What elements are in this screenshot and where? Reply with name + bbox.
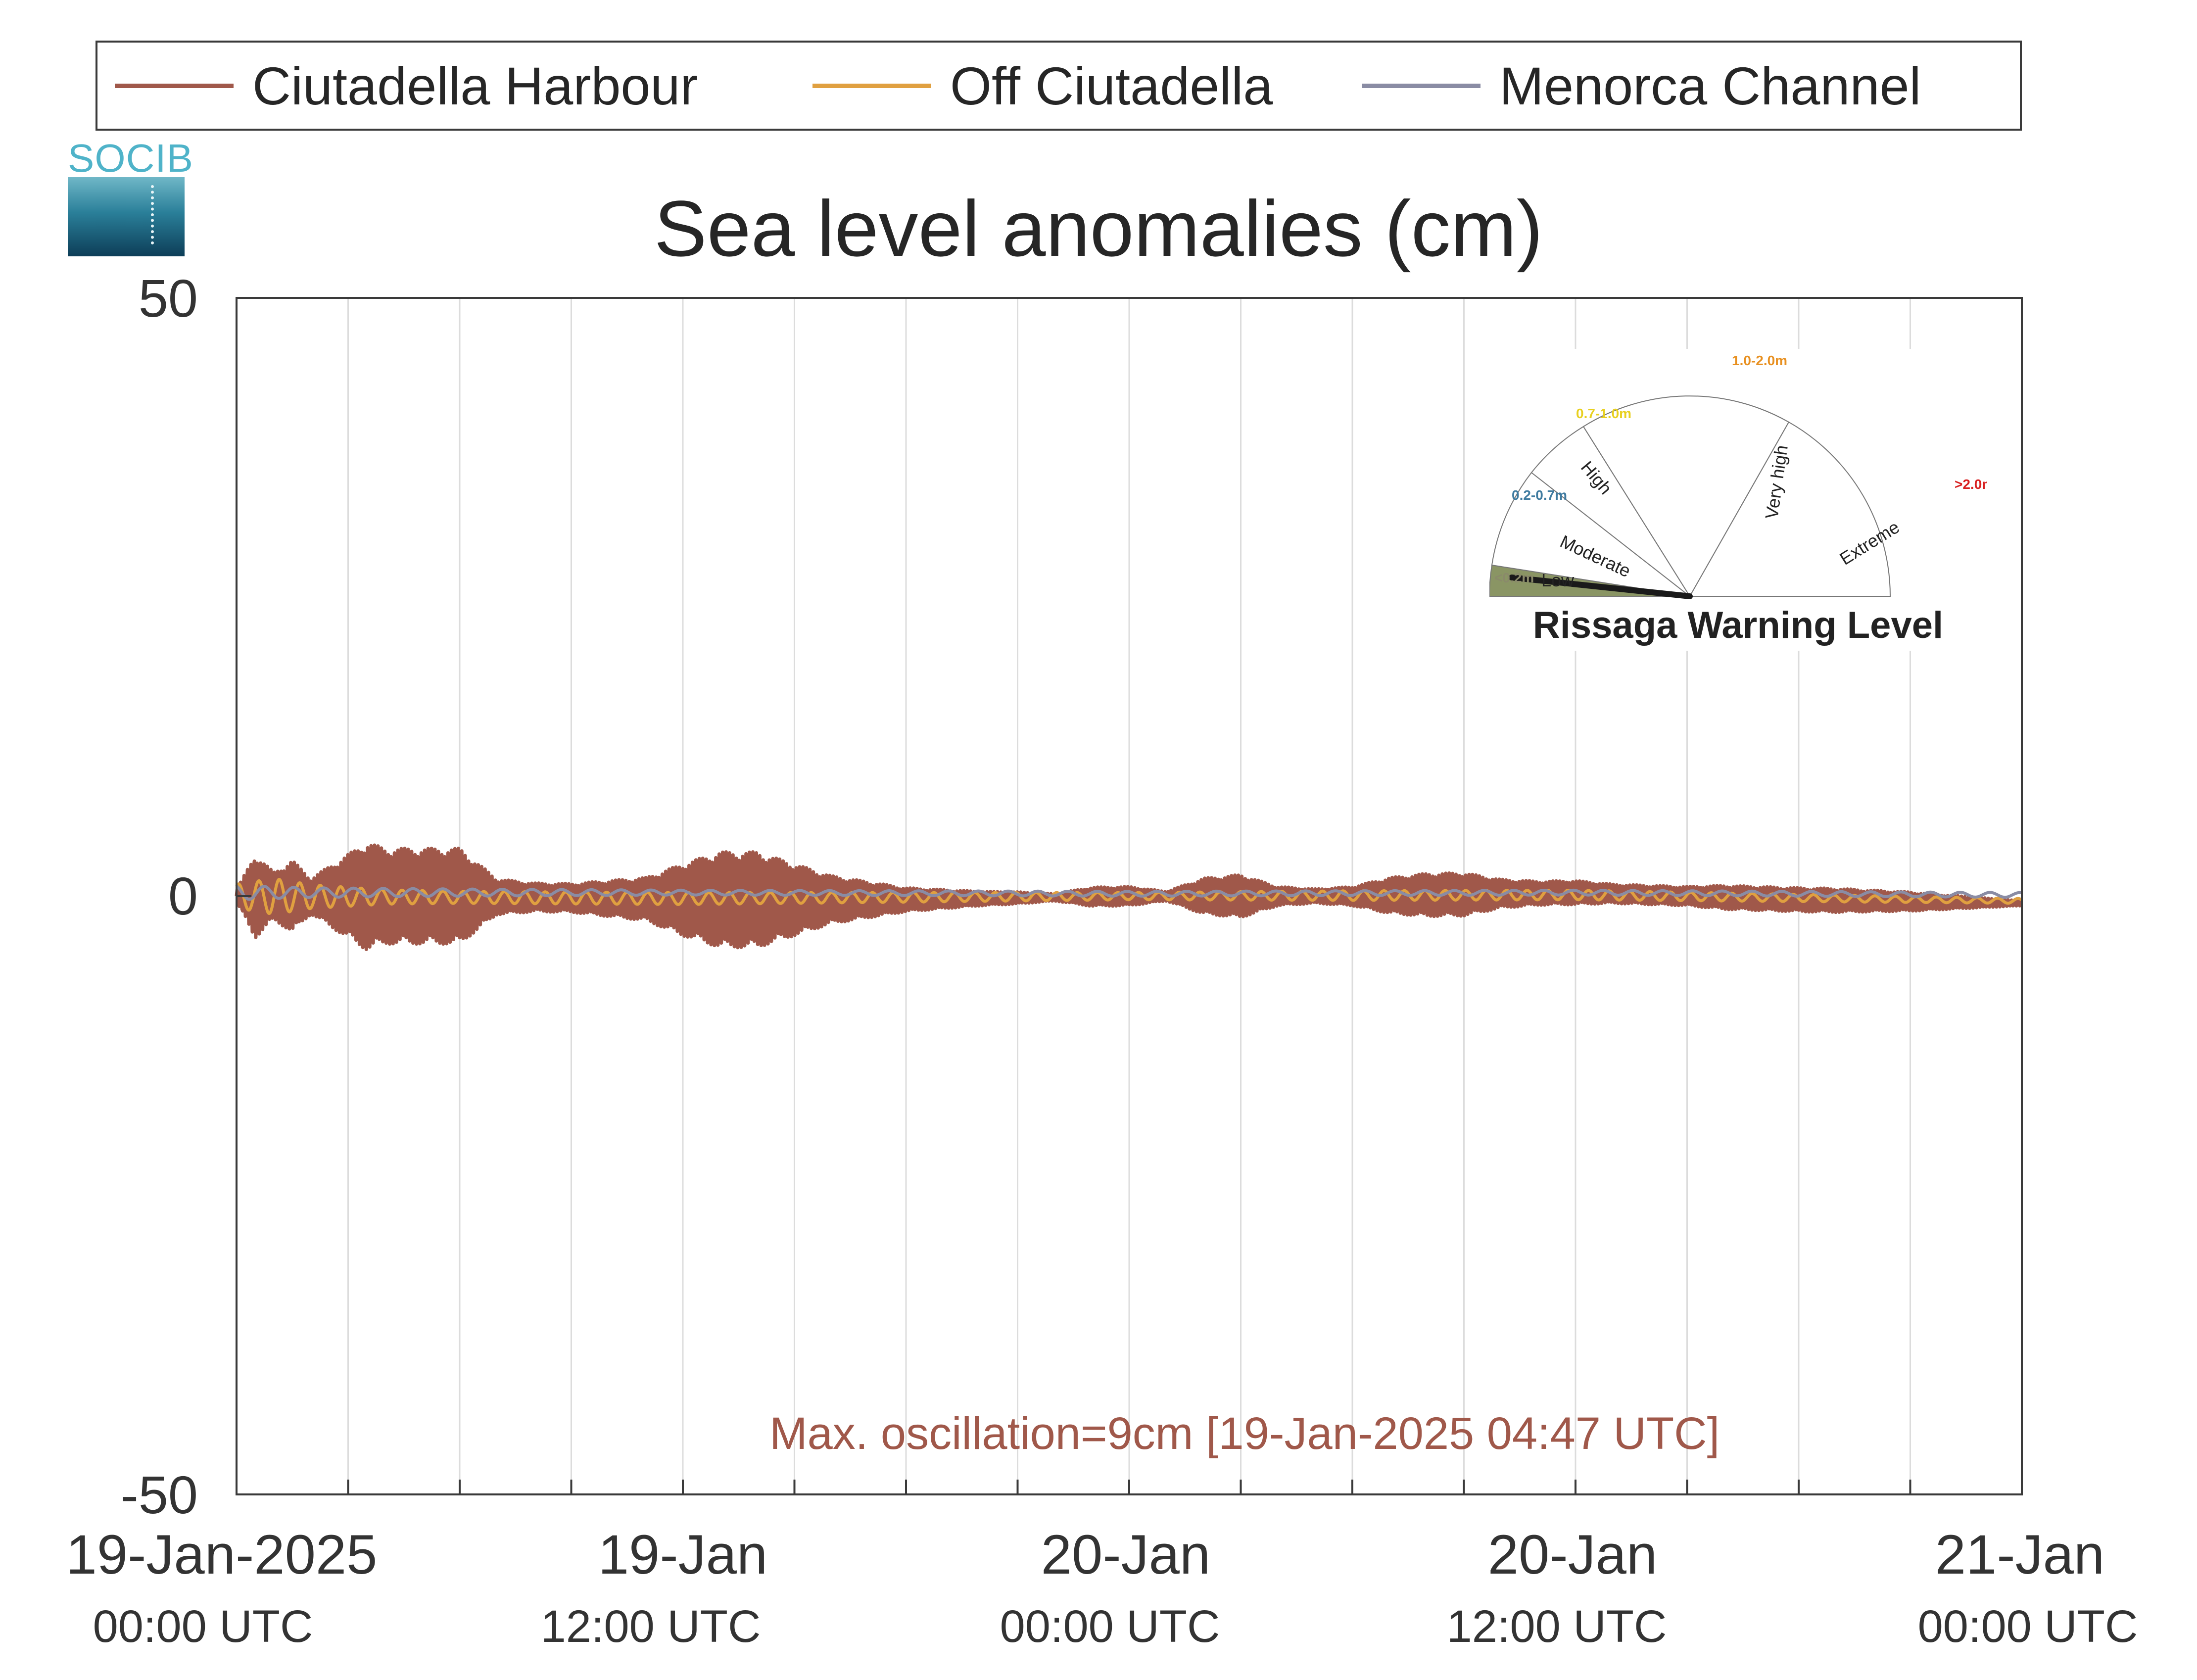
x-tick-label-time: 00:00 UTC xyxy=(93,1601,313,1652)
gauge-range-extreme: >2.0m xyxy=(1955,477,1987,492)
gauge-title: Rissaga Warning Level xyxy=(1532,604,1944,646)
gauge-segment-high xyxy=(1530,426,1690,597)
x-tick-label-time: 12:00 UTC xyxy=(1447,1601,1667,1652)
x-tick-label-date: 19-Jan xyxy=(598,1524,767,1585)
max-oscillation-annotation: Max. oscillation=9cm [19-Jan-2025 04:47 … xyxy=(769,1408,1720,1459)
gauge-range-high: 0.7-1.0m xyxy=(1576,406,1631,421)
gauge-segment-moderate xyxy=(1491,472,1692,597)
rissaga-warning-gauge: Low Moderate High Very high Extreme <0.2… xyxy=(1489,349,1987,651)
legend-label: Menorca Channel xyxy=(1499,55,1921,116)
gauge-needle xyxy=(1509,575,1693,599)
gauge-range-moderate: 0.2-0.7m xyxy=(1512,487,1567,503)
legend-box: Ciutadella Harbour Off Ciutadella Menorc… xyxy=(96,41,2022,131)
y-tick-label-0: 0 xyxy=(168,866,198,926)
logo-dotted-line xyxy=(151,185,157,244)
x-tick-label-time: 12:00 UTC xyxy=(541,1601,761,1652)
y-tick-label-50: 50 xyxy=(139,268,198,328)
y-tick-labels: 50 0 -50 xyxy=(121,268,198,1525)
series-line-off-ciutadella xyxy=(235,878,2023,915)
axis-ticks xyxy=(237,895,1911,1494)
legend-swatch-ciutadella-harbour xyxy=(115,83,234,88)
legend-swatch-off-ciutadella xyxy=(812,83,931,88)
gauge-segment-extreme xyxy=(1689,421,1891,597)
gauge-range-low: <0.2m xyxy=(1494,570,1534,585)
gauge-label-low: Low xyxy=(1541,570,1575,590)
x-tick-label-date: 20-Jan xyxy=(1041,1524,1210,1585)
legend-item-ciutadella-harbour: Ciutadella Harbour xyxy=(115,43,698,129)
series-layer xyxy=(235,843,2023,951)
logo-wave-block xyxy=(68,177,185,256)
legend-item-off-ciutadella: Off Ciutadella xyxy=(812,43,1273,129)
logo-text: SOCIB xyxy=(68,136,193,180)
legend-label: Ciutadella Harbour xyxy=(252,55,698,116)
gauge-range-very-high: 1.0-2.0m xyxy=(1732,353,1787,368)
x-tick-label-date: 21-Jan xyxy=(1935,1524,2104,1585)
gauge-svg: Low Moderate High Very high Extreme <0.2… xyxy=(1489,353,1987,599)
chart-title: Sea level anomalies (cm) xyxy=(654,184,1543,273)
gauge-segment-very-high xyxy=(1582,395,1790,597)
x-tick-labels: 19-Jan-2025 00:00 UTC 19-Jan 12:00 UTC 2… xyxy=(66,1524,2138,1652)
series-line-ciutadella-harbour xyxy=(235,843,2023,951)
x-tick-label-date: 19-Jan-2025 xyxy=(66,1524,378,1585)
y-tick-label-minus-50: -50 xyxy=(121,1465,198,1525)
series-line-menorca-channel xyxy=(236,885,2023,901)
x-tick-label-date: 20-Jan xyxy=(1488,1524,1657,1585)
socib-logo: SOCIB xyxy=(68,136,193,256)
x-tick-label-time: 00:00 UTC xyxy=(1000,1601,1220,1652)
x-tick-label-time: 00:00 UTC xyxy=(1918,1601,2138,1652)
legend-label: Off Ciutadella xyxy=(950,55,1273,116)
legend-swatch-menorca-channel xyxy=(1362,83,1481,88)
legend-item-menorca-channel: Menorca Channel xyxy=(1362,43,1921,129)
